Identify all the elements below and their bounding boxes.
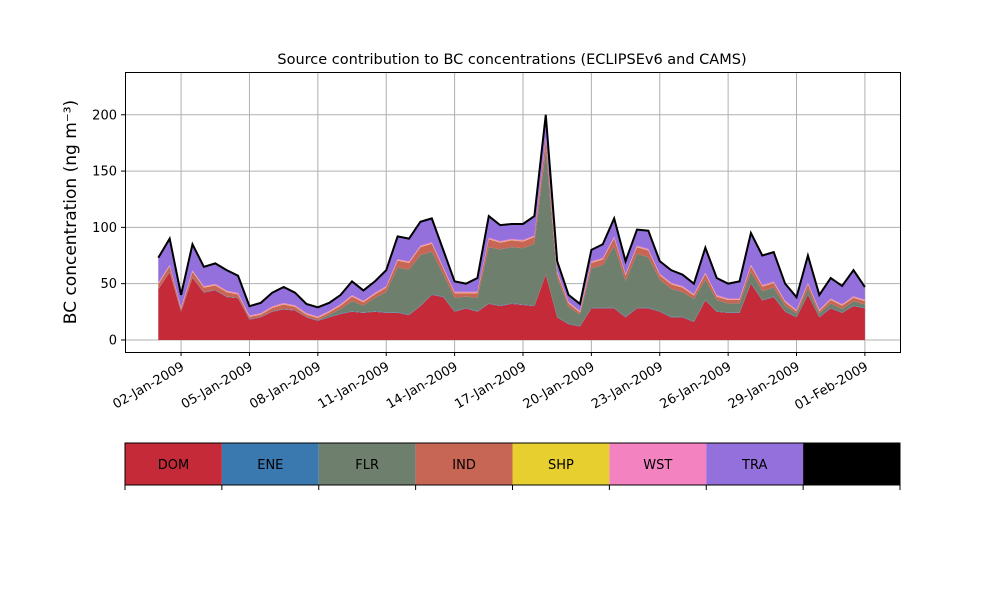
stacked-areas bbox=[157, 114, 866, 340]
x-tick-label: 05-Jan-2009 bbox=[179, 359, 256, 412]
legend-label-dom: DOM bbox=[158, 458, 189, 473]
legend-swatch-ene bbox=[221, 443, 319, 485]
chart-title: Source contribution to BC concentrations… bbox=[277, 52, 746, 68]
legend-label-ene: ENE bbox=[257, 458, 283, 473]
y-tick-label: 0 bbox=[109, 333, 117, 348]
legend-label-shp: SHP bbox=[548, 458, 574, 473]
x-tick-label: 08-Jan-2009 bbox=[247, 359, 324, 412]
x-tick-label: 29-Jan-2009 bbox=[726, 359, 803, 412]
legend-frame bbox=[124, 442, 901, 486]
legend-swatch-ind bbox=[415, 443, 513, 485]
x-tick-label: 02-Jan-2009 bbox=[110, 359, 187, 412]
legend-label-flr: FLR bbox=[355, 458, 379, 473]
legend-swatch-wst bbox=[609, 443, 707, 485]
x-tick-label: 14-Jan-2009 bbox=[384, 359, 461, 412]
legend-label-ind: IND bbox=[452, 458, 476, 473]
axes-frame bbox=[125, 72, 901, 353]
x-tick-label: 23-Jan-2009 bbox=[589, 359, 666, 412]
legend-swatch-tra bbox=[706, 443, 804, 485]
series-area-tra bbox=[158, 115, 865, 317]
series-area-flr bbox=[158, 150, 865, 326]
x-tick-label: 11-Jan-2009 bbox=[316, 359, 393, 412]
y-tick-label: 200 bbox=[92, 108, 117, 123]
y-tick-label: 100 bbox=[92, 221, 117, 236]
x-tick-label: 26-Jan-2009 bbox=[658, 359, 735, 412]
x-tick-label: 20-Jan-2009 bbox=[521, 359, 598, 412]
y-axis: 0 50 100 150 200 bbox=[92, 108, 125, 348]
y-tick-label: 50 bbox=[100, 277, 117, 292]
legend-swatch-bb bbox=[803, 443, 900, 485]
legend-swatch-flr bbox=[318, 443, 416, 485]
y-axis-label: BC concentration (ng m⁻³) bbox=[61, 100, 81, 324]
series-area-dom bbox=[158, 272, 865, 340]
x-tick-label: 01-Feb-2009 bbox=[792, 359, 871, 413]
x-axis: 02-Jan-200905-Jan-200908-Jan-200911-Jan-… bbox=[110, 352, 871, 413]
y-tick-label: 150 bbox=[92, 165, 117, 180]
series-area-bb bbox=[157, 114, 866, 309]
legend-label-bb: BB bbox=[843, 458, 861, 473]
legend-label-wst: WST bbox=[643, 458, 672, 473]
legend-label-tra: TRA bbox=[741, 458, 767, 473]
legend-swatch-shp bbox=[512, 443, 610, 485]
x-tick-label: 17-Jan-2009 bbox=[452, 359, 529, 412]
legend-swatch-dom bbox=[125, 443, 222, 485]
colorbar-legend: DOM ENE FLR IND SHP WST TRA BB bbox=[124, 442, 901, 490]
